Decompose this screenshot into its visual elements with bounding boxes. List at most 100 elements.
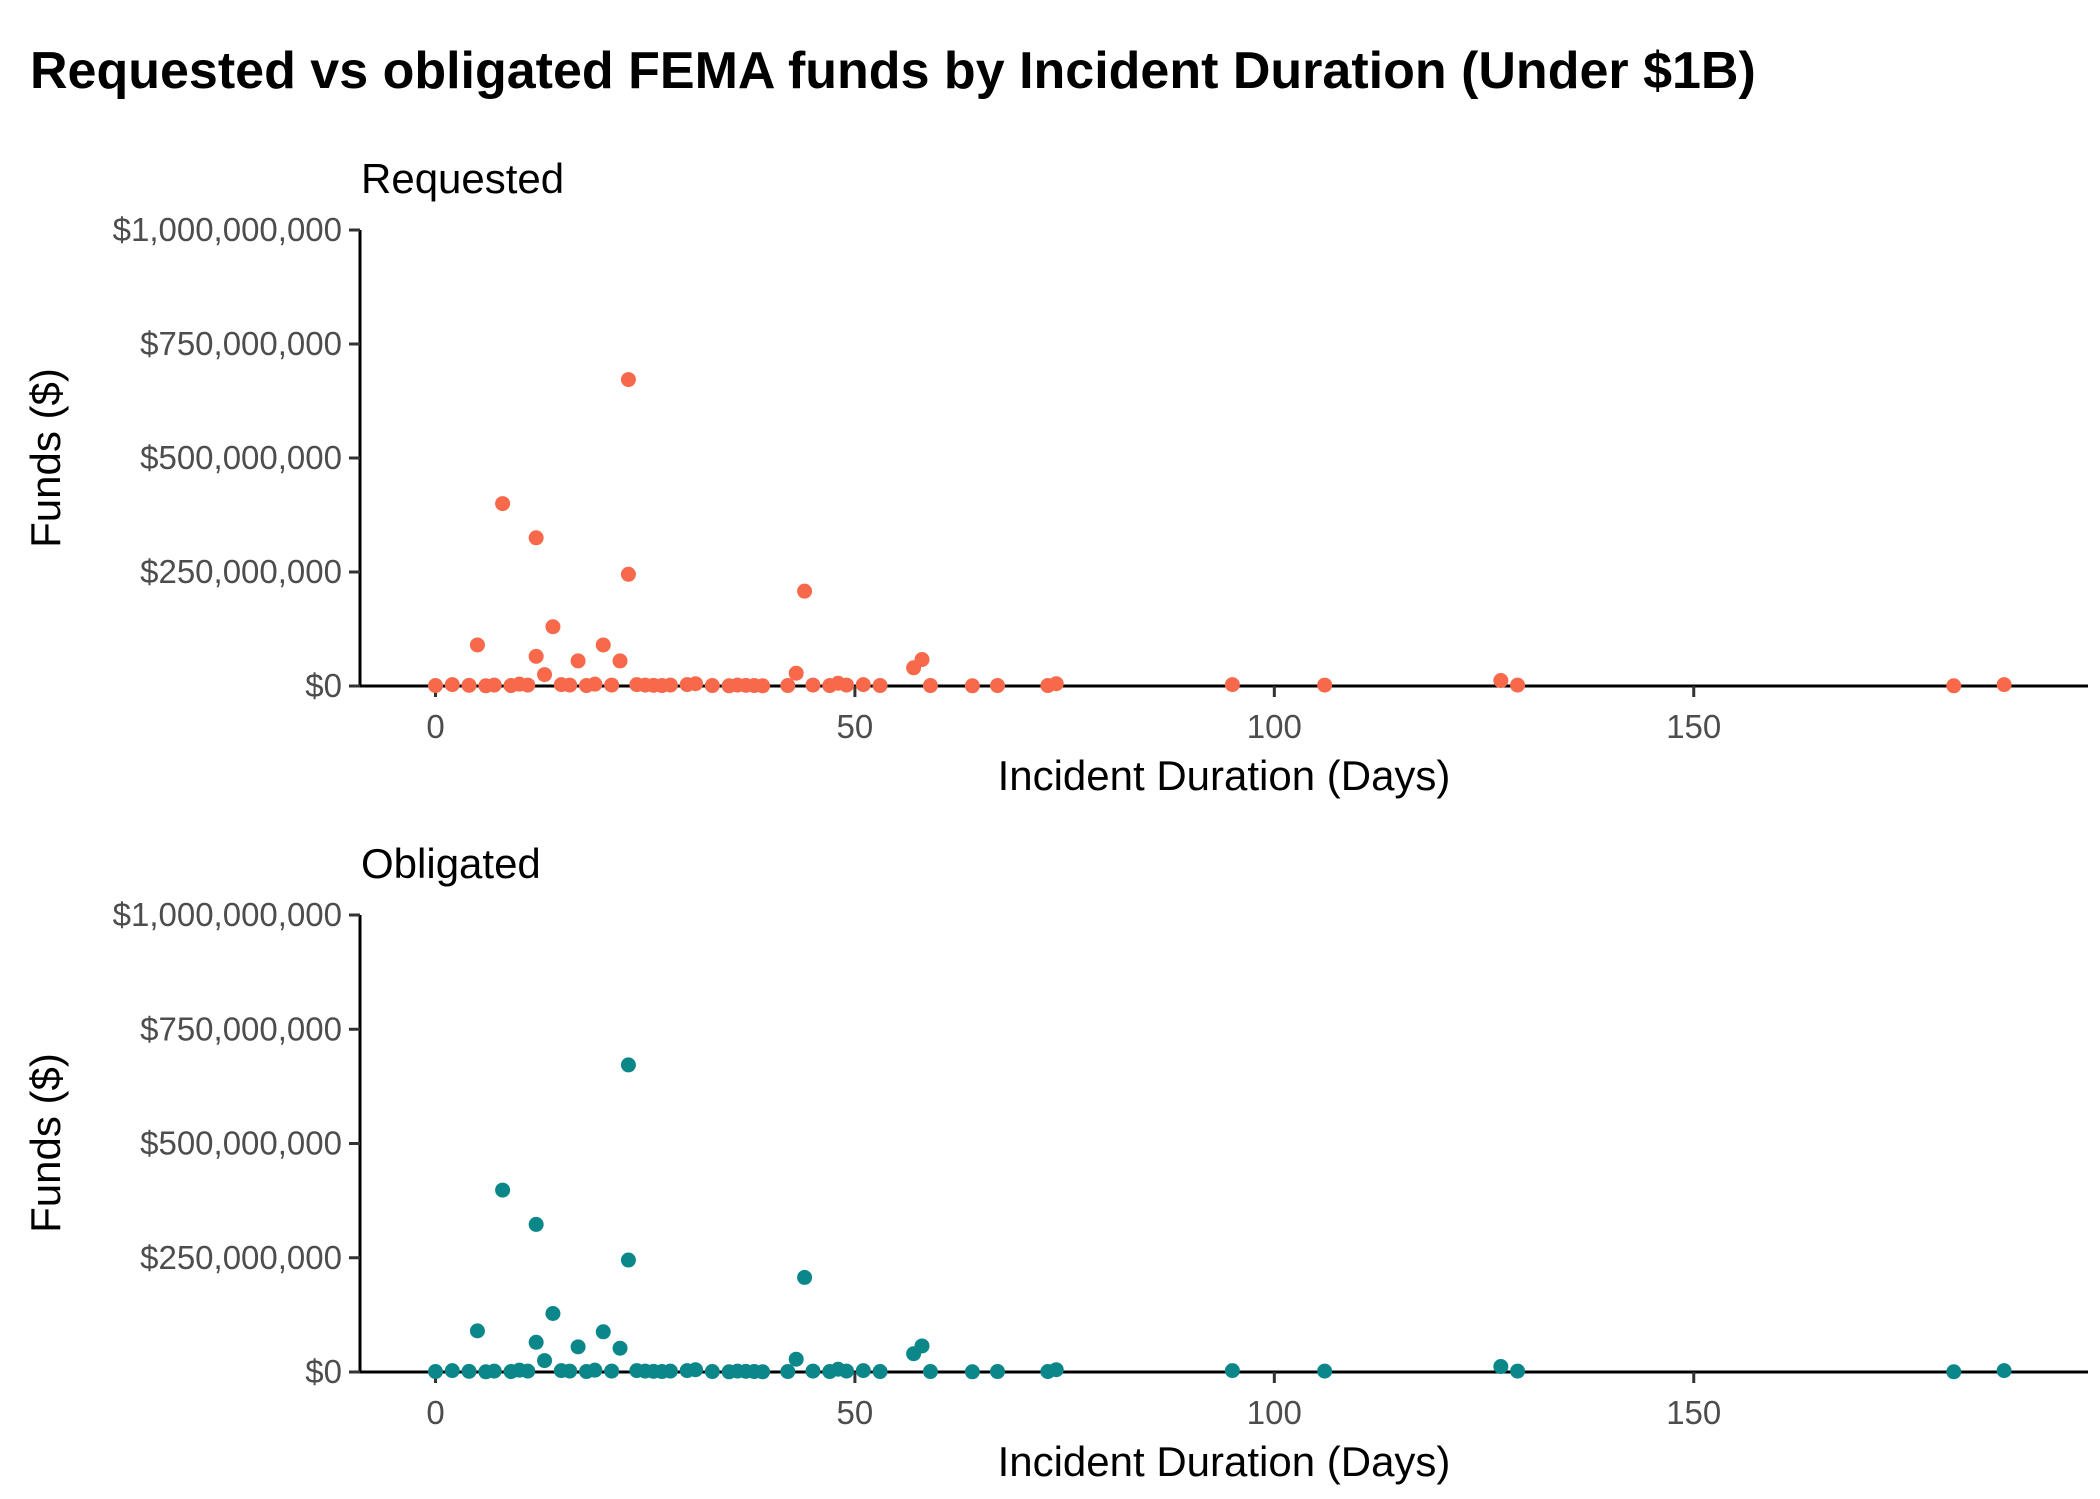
x-tick-label-1: 100	[1247, 708, 1302, 745]
y-tick-label-2: $250,000,000	[140, 1239, 342, 1276]
data-point-obligated	[1048, 1362, 1064, 1378]
data-point-requested	[1048, 676, 1064, 692]
data-point-obligated	[427, 1364, 443, 1380]
y-axis-title-1: Funds ($)	[22, 368, 69, 548]
data-point-obligated	[604, 1363, 620, 1379]
data-point-obligated	[704, 1364, 720, 1380]
data-point-requested	[755, 678, 771, 694]
data-point-obligated	[461, 1363, 477, 1379]
x-tick-label-1: 0	[426, 708, 444, 745]
chart-title: Requested vs obligated FEMA funds by Inc…	[30, 42, 1756, 100]
data-point-obligated	[964, 1364, 980, 1380]
data-point-obligated	[872, 1364, 888, 1380]
data-point-obligated	[1224, 1363, 1240, 1379]
data-point-requested	[604, 677, 620, 693]
x-tick-label-2: 150	[1666, 1394, 1721, 1431]
data-point-obligated	[587, 1362, 603, 1378]
data-point-obligated	[545, 1306, 561, 1322]
x-tick-label-2: 0	[426, 1394, 444, 1431]
data-point-requested	[688, 676, 704, 692]
panel-title-1: Requested	[361, 155, 564, 202]
data-point-obligated	[922, 1364, 938, 1380]
data-point-requested	[1510, 677, 1526, 693]
data-point-obligated	[1946, 1364, 1962, 1380]
data-point-requested	[872, 678, 888, 694]
data-point-requested	[922, 678, 938, 694]
data-point-obligated	[1996, 1363, 2012, 1379]
y-tick-label-1: $1,000,000,000	[113, 211, 342, 248]
y-axis-title-2: Funds ($)	[22, 1053, 69, 1233]
data-point-requested	[1493, 673, 1509, 689]
data-point-requested	[704, 678, 720, 694]
data-point-requested	[545, 619, 561, 635]
data-point-obligated	[1317, 1363, 1333, 1379]
x-tick-label-1: 50	[837, 708, 874, 745]
data-point-requested	[1317, 677, 1333, 693]
data-point-requested	[620, 566, 636, 582]
data-point-obligated	[570, 1339, 586, 1355]
data-point-obligated	[755, 1364, 771, 1380]
data-point-requested	[1946, 678, 1962, 694]
data-point-requested	[528, 648, 544, 664]
data-point-obligated	[620, 1252, 636, 1268]
y-tick-label-2: $500,000,000	[140, 1125, 342, 1162]
data-point-requested	[914, 652, 930, 668]
data-point-requested	[587, 676, 603, 692]
y-tick-label-1: $250,000,000	[140, 553, 342, 590]
data-point-requested	[612, 653, 628, 669]
data-point-obligated	[1510, 1363, 1526, 1379]
data-point-obligated	[612, 1340, 628, 1356]
data-point-requested	[839, 677, 855, 693]
data-point-obligated	[595, 1324, 611, 1340]
data-point-obligated	[839, 1363, 855, 1379]
data-point-requested	[1996, 677, 2012, 693]
data-point-obligated	[520, 1363, 536, 1379]
x-axis-title-1: Incident Duration (Days)	[998, 752, 1451, 799]
y-tick-label-2: $750,000,000	[140, 1010, 342, 1047]
data-point-obligated	[788, 1351, 804, 1367]
data-point-obligated	[805, 1363, 821, 1379]
data-point-obligated	[444, 1363, 460, 1379]
data-point-requested	[595, 637, 611, 653]
data-point-requested	[855, 677, 871, 693]
data-point-requested	[805, 677, 821, 693]
data-point-obligated	[537, 1353, 553, 1369]
data-point-obligated	[797, 1269, 813, 1285]
data-point-obligated	[562, 1363, 578, 1379]
data-point-obligated	[528, 1334, 544, 1350]
data-point-obligated	[495, 1182, 511, 1198]
data-point-obligated	[662, 1363, 678, 1379]
data-point-requested	[469, 637, 485, 653]
data-point-obligated	[990, 1364, 1006, 1380]
data-point-requested	[662, 677, 678, 693]
data-point-requested	[562, 677, 578, 693]
data-point-requested	[990, 678, 1006, 694]
data-point-requested	[520, 677, 536, 693]
data-point-requested	[461, 677, 477, 693]
y-tick-label-1: $500,000,000	[140, 439, 342, 476]
y-tick-label-2: $0	[305, 1353, 342, 1390]
panel-title-2: Obligated	[361, 840, 541, 887]
data-point-obligated	[688, 1362, 704, 1378]
x-tick-label-1: 150	[1666, 708, 1721, 745]
data-point-obligated	[620, 1057, 636, 1073]
data-point-requested	[570, 653, 586, 669]
data-point-requested	[620, 372, 636, 388]
data-point-requested	[537, 667, 553, 683]
x-axis-title-2: Incident Duration (Days)	[998, 1438, 1451, 1485]
data-point-requested	[495, 496, 511, 512]
x-tick-label-2: 50	[837, 1394, 874, 1431]
y-tick-label-1: $0	[305, 667, 342, 704]
y-tick-label-2: $1,000,000,000	[113, 896, 342, 933]
data-point-obligated	[486, 1363, 502, 1379]
data-point-requested	[1224, 677, 1240, 693]
data-point-obligated	[469, 1323, 485, 1339]
y-tick-label-1: $750,000,000	[140, 325, 342, 362]
x-tick-label-2: 100	[1247, 1394, 1302, 1431]
data-point-requested	[444, 677, 460, 693]
data-point-obligated	[528, 1216, 544, 1232]
data-point-obligated	[1493, 1359, 1509, 1375]
data-point-requested	[964, 678, 980, 694]
